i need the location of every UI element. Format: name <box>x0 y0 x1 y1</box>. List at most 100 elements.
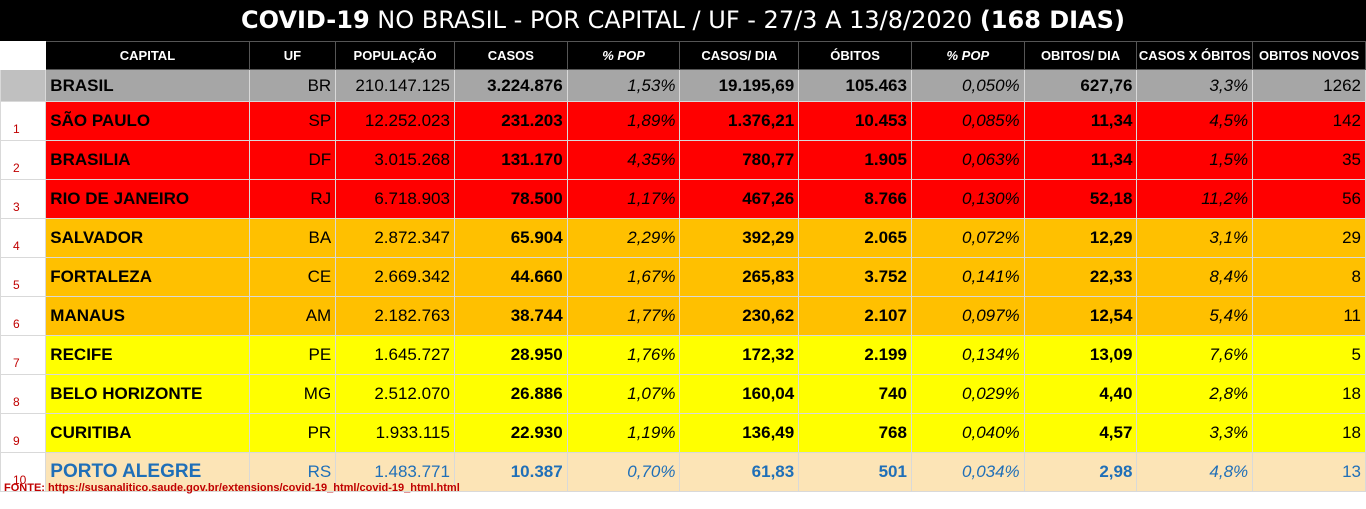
cell-casos-x-obitos[interactable]: 11,2% <box>1136 179 1254 219</box>
cell-casos-x-obitos[interactable]: 3,3% <box>1136 69 1254 102</box>
cell-populacao[interactable]: 1.645.727 <box>335 335 455 375</box>
cell-populacao[interactable]: 210.147.125 <box>335 69 455 102</box>
cell-obitos-dia[interactable]: 13,09 <box>1023 335 1138 375</box>
cell-casos[interactable]: 131.170 <box>453 140 568 180</box>
cell-obitos[interactable]: 1.905 <box>798 140 912 180</box>
cell-obitos[interactable]: 2.065 <box>798 218 912 258</box>
cell-casos[interactable]: 22.930 <box>453 413 568 453</box>
cell-obitos[interactable]: 8.766 <box>798 179 912 219</box>
header-obitos-dia[interactable]: OBITOS/ DIA <box>1023 41 1138 70</box>
cell-obitos[interactable]: 3.752 <box>798 257 912 297</box>
cell-obitos-pct-pop[interactable]: 0,141% <box>910 257 1025 297</box>
header-casos[interactable]: CASOS <box>453 41 568 70</box>
cell-capital[interactable]: BRASILIA <box>45 140 250 180</box>
cell-populacao[interactable]: 1.483.771 <box>335 452 455 492</box>
cell-obitos-novos[interactable]: 35 <box>1252 140 1366 180</box>
cell-casos[interactable]: 26.886 <box>453 374 568 414</box>
cell-obitos[interactable]: 105.463 <box>798 69 912 102</box>
cell-obitos-pct-pop[interactable]: 0,040% <box>910 413 1025 453</box>
cell-obitos-dia[interactable]: 52,18 <box>1023 179 1138 219</box>
cell-casos-pct-pop[interactable]: 1,53% <box>566 69 681 102</box>
cell-capital[interactable]: MANAUS <box>45 296 250 336</box>
cell-uf[interactable]: MG <box>248 374 337 414</box>
cell-obitos[interactable]: 2.199 <box>798 335 912 375</box>
cell-casos-pct-pop[interactable]: 1,89% <box>566 101 681 141</box>
cell-obitos-pct-pop[interactable]: 0,097% <box>910 296 1025 336</box>
cell-obitos-dia[interactable]: 4,40 <box>1023 374 1138 414</box>
cell-capital[interactable]: RIO DE JANEIRO <box>45 179 250 219</box>
header-casos-pct-pop[interactable]: % POP <box>566 41 681 70</box>
cell-obitos-dia[interactable]: 12,29 <box>1023 218 1138 258</box>
cell-obitos-novos[interactable]: 8 <box>1252 257 1366 297</box>
cell-obitos-pct-pop[interactable]: 0,072% <box>910 218 1025 258</box>
cell-casos-dia[interactable]: 61,83 <box>679 452 800 492</box>
cell-capital[interactable]: RECIFE <box>45 335 250 375</box>
cell-casos-dia[interactable]: 172,32 <box>679 335 800 375</box>
cell-uf[interactable]: BR <box>248 69 337 102</box>
cell-casos-dia[interactable]: 136,49 <box>679 413 800 453</box>
cell-casos-pct-pop[interactable]: 1,67% <box>566 257 681 297</box>
cell-casos[interactable]: 28.950 <box>453 335 568 375</box>
cell-obitos-novos[interactable]: 11 <box>1252 296 1366 336</box>
cell-obitos-dia[interactable]: 627,76 <box>1023 69 1138 102</box>
cell-populacao[interactable]: 2.182.763 <box>335 296 455 336</box>
cell-casos[interactable]: 38.744 <box>453 296 568 336</box>
cell-obitos-novos[interactable]: 5 <box>1252 335 1366 375</box>
cell-populacao[interactable]: 2.669.342 <box>335 257 455 297</box>
cell-obitos-dia[interactable]: 4,57 <box>1023 413 1138 453</box>
cell-casos-pct-pop[interactable]: 0,70% <box>566 452 681 492</box>
cell-uf[interactable]: SP <box>248 101 337 141</box>
cell-casos-x-obitos[interactable]: 5,4% <box>1136 296 1254 336</box>
cell-populacao[interactable]: 2.512.070 <box>335 374 455 414</box>
cell-capital[interactable]: PORTO ALEGRE <box>45 452 250 492</box>
cell-casos-pct-pop[interactable]: 4,35% <box>566 140 681 180</box>
cell-capital[interactable]: BELO HORIZONTE <box>45 374 250 414</box>
cell-populacao[interactable]: 12.252.023 <box>335 101 455 141</box>
cell-casos-pct-pop[interactable]: 1,76% <box>566 335 681 375</box>
cell-obitos-dia[interactable]: 22,33 <box>1023 257 1138 297</box>
cell-uf[interactable]: PR <box>248 413 337 453</box>
cell-casos-pct-pop[interactable]: 1,77% <box>566 296 681 336</box>
cell-obitos[interactable]: 501 <box>798 452 912 492</box>
cell-casos-x-obitos[interactable]: 7,6% <box>1136 335 1254 375</box>
cell-casos-pct-pop[interactable]: 1,17% <box>566 179 681 219</box>
cell-casos-pct-pop[interactable]: 2,29% <box>566 218 681 258</box>
cell-capital[interactable]: SALVADOR <box>45 218 250 258</box>
cell-casos-dia[interactable]: 19.195,69 <box>679 69 800 102</box>
cell-uf[interactable]: BA <box>248 218 337 258</box>
header-uf[interactable]: UF <box>248 41 337 70</box>
cell-casos[interactable]: 231.203 <box>453 101 568 141</box>
cell-capital[interactable]: FORTALEZA <box>45 257 250 297</box>
cell-obitos-pct-pop[interactable]: 0,063% <box>910 140 1025 180</box>
cell-obitos-pct-pop[interactable]: 0,085% <box>910 101 1025 141</box>
cell-casos-dia[interactable]: 467,26 <box>679 179 800 219</box>
cell-obitos-novos[interactable]: 1262 <box>1252 69 1366 102</box>
cell-uf[interactable]: CE <box>248 257 337 297</box>
cell-obitos-dia[interactable]: 11,34 <box>1023 140 1138 180</box>
cell-obitos-novos[interactable]: 56 <box>1252 179 1366 219</box>
cell-uf[interactable]: PE <box>248 335 337 375</box>
cell-obitos-dia[interactable]: 2,98 <box>1023 452 1138 492</box>
header-obitos-pct-pop[interactable]: % POP <box>910 41 1025 70</box>
cell-obitos[interactable]: 10.453 <box>798 101 912 141</box>
cell-obitos-pct-pop[interactable]: 0,130% <box>910 179 1025 219</box>
header-casos-dia[interactable]: CASOS/ DIA <box>679 41 800 70</box>
cell-casos[interactable]: 3.224.876 <box>453 69 568 102</box>
cell-casos-dia[interactable]: 392,29 <box>679 218 800 258</box>
header-obitos-novos[interactable]: OBITOS NOVOS <box>1252 41 1366 70</box>
cell-capital[interactable]: SÃO PAULO <box>45 101 250 141</box>
cell-uf[interactable]: RS <box>248 452 337 492</box>
header-casos-x-obitos[interactable]: CASOS X ÓBITOS <box>1136 41 1254 70</box>
cell-casos-dia[interactable]: 160,04 <box>679 374 800 414</box>
header-capital[interactable]: CAPITAL <box>45 41 250 70</box>
cell-casos-x-obitos[interactable]: 4,5% <box>1136 101 1254 141</box>
header-populacao[interactable]: POPULAÇÃO <box>335 41 455 70</box>
cell-casos-dia[interactable]: 1.376,21 <box>679 101 800 141</box>
cell-populacao[interactable]: 3.015.268 <box>335 140 455 180</box>
cell-casos-dia[interactable]: 780,77 <box>679 140 800 180</box>
cell-obitos-novos[interactable]: 29 <box>1252 218 1366 258</box>
cell-casos-pct-pop[interactable]: 1,07% <box>566 374 681 414</box>
cell-obitos-novos[interactable]: 142 <box>1252 101 1366 141</box>
cell-casos[interactable]: 78.500 <box>453 179 568 219</box>
cell-casos[interactable]: 44.660 <box>453 257 568 297</box>
